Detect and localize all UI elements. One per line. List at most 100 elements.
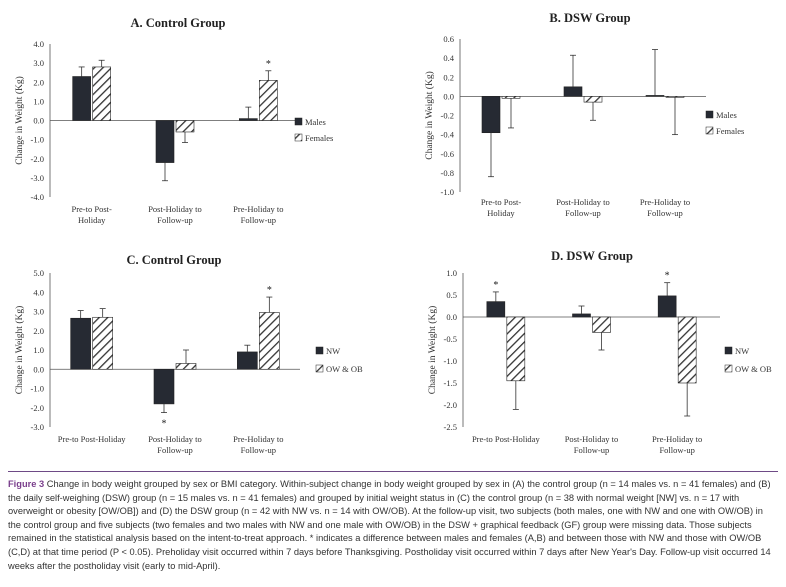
category-label: Follow-up xyxy=(157,215,192,225)
y-tick-label: 2.0 xyxy=(33,77,44,87)
y-tick-label: -2.0 xyxy=(31,403,44,413)
panel-title: B. DSW Group xyxy=(549,11,630,25)
y-tick-label: -1.0 xyxy=(31,135,44,145)
bar-nw-2 xyxy=(572,313,591,318)
category-label: Holiday xyxy=(487,208,515,218)
category-label: Pre-to Post-Holiday xyxy=(472,434,541,444)
y-tick-label: 4.0 xyxy=(33,39,44,49)
category-label: Post-Holiday to xyxy=(556,197,610,207)
y-tick-label: -2.5 xyxy=(444,422,457,432)
legend-swatch xyxy=(724,346,733,355)
y-tick-label: -0.6 xyxy=(441,149,454,159)
category-label: Pre-to Post- xyxy=(481,197,522,207)
y-tick-label: 0.0 xyxy=(443,91,454,101)
legend-label: Males xyxy=(305,117,326,127)
y-tick-label: -1.0 xyxy=(441,187,454,197)
category-label: Follow-up xyxy=(574,445,609,455)
legend-swatch xyxy=(315,364,324,373)
panel-title: A. Control Group xyxy=(130,16,225,30)
bar-females-1 xyxy=(501,96,521,99)
panel-d: D. DSW Group 1.0 0.5 0.0 -0.5 -1.0 -1.5 -2.0 -2.… xyxy=(427,249,772,455)
y-tick-label: -1.0 xyxy=(31,384,44,394)
bar-ow-ob-1 xyxy=(92,316,113,370)
legend-swatch xyxy=(705,126,714,135)
bar-males-3 xyxy=(645,95,665,97)
y-axis-label: Change in Weight (Kg) xyxy=(14,76,25,165)
y-tick-label: -0.2 xyxy=(441,111,454,121)
y-axis-label: Change in Weight (Kg) xyxy=(427,306,438,395)
significance-marker: * xyxy=(665,271,670,282)
panel-b: B. DSW Group 0.6 0.4 0.2 0.0 -0.2 -0.4 -0.6 -0.8… xyxy=(424,11,744,218)
y-tick-label: 0.4 xyxy=(443,53,454,63)
significance-marker: * xyxy=(162,419,167,430)
caption-divider xyxy=(8,471,778,472)
panel-title: D. DSW Group xyxy=(551,249,633,263)
y-tick-label: 0.5 xyxy=(446,290,457,300)
bar-females-3 xyxy=(259,80,278,121)
category-label: Pre-Holiday to xyxy=(652,434,702,444)
category-label: Post-Holiday to xyxy=(148,204,202,214)
bar-females-2 xyxy=(583,96,603,103)
category-label: Pre-Holiday to xyxy=(233,204,283,214)
legend-swatch xyxy=(705,110,714,119)
legend-swatch xyxy=(724,364,733,373)
bar-nw-1 xyxy=(70,317,91,370)
bar-nw-2 xyxy=(153,368,175,405)
legend-swatch xyxy=(315,346,324,355)
significance-marker: * xyxy=(266,59,271,70)
category-label: Pre-Holiday to xyxy=(640,197,690,207)
bar-nw-3 xyxy=(657,295,677,318)
significance-marker: * xyxy=(493,280,498,291)
category-label: Holiday xyxy=(78,215,106,225)
figure-caption: Figure 3 Change in body weight grouped b… xyxy=(8,478,778,573)
bar-males-1 xyxy=(72,76,91,121)
bar-females-3 xyxy=(665,96,685,98)
category-label: Pre-to Post- xyxy=(71,204,112,214)
y-tick-label: -0.8 xyxy=(441,168,454,178)
panel-a: A. Control Group 4.0 3.0 2.0 1.0 0.0 -1.0 -2.0 -… xyxy=(14,16,333,225)
category-label: Post-Holiday to xyxy=(565,434,619,444)
y-tick-label: -3.0 xyxy=(31,173,44,183)
bar-males-2 xyxy=(155,120,175,163)
y-tick-label: 1.0 xyxy=(33,96,44,106)
bar-ow-ob-2 xyxy=(175,363,197,370)
caption-label: Figure 3 xyxy=(8,479,45,489)
y-tick-label: 5.0 xyxy=(33,268,44,278)
y-tick-label: 4.0 xyxy=(33,287,44,297)
bar-ow-ob-1 xyxy=(506,316,526,382)
category-label: Follow-up xyxy=(659,445,694,455)
y-tick-label: 0.0 xyxy=(446,312,457,322)
y-tick-label: -1.0 xyxy=(444,356,457,366)
category-label: Post-Holiday to xyxy=(148,434,202,444)
bar-nw-1 xyxy=(486,301,506,318)
category-label: Follow-up xyxy=(157,445,192,455)
panel-c: C. Control Group 5.0 4.0 3.0 2.0 1.0 0.0 -1.0 -2… xyxy=(14,253,363,455)
bar-males-2 xyxy=(563,86,583,97)
bar-nw-3 xyxy=(237,351,258,370)
legend-label: NW xyxy=(326,346,340,356)
category-label: Pre-to Post-Holiday xyxy=(58,434,127,444)
caption-text: Change in body weight grouped by sex or … xyxy=(8,479,771,571)
y-tick-label: -3.0 xyxy=(31,422,44,432)
bar-females-2 xyxy=(175,120,195,133)
bar-ow-ob-3 xyxy=(677,316,697,384)
y-tick-label: 3.0 xyxy=(33,307,44,317)
y-axis-label: Change in Weight (Kg) xyxy=(14,306,25,395)
y-tick-label: 1.0 xyxy=(33,345,44,355)
category-label: Pre-Holiday to xyxy=(233,434,283,444)
y-tick-label: -2.0 xyxy=(444,400,457,410)
y-tick-label: 1.0 xyxy=(446,268,457,278)
y-tick-label: -2.0 xyxy=(31,154,44,164)
significance-marker: * xyxy=(267,285,272,296)
legend-swatch xyxy=(294,117,303,126)
y-axis-label: Change in Weight (Kg) xyxy=(424,71,435,160)
legend-swatch xyxy=(294,133,303,142)
y-tick-label: -4.0 xyxy=(31,192,44,202)
legend-label: Males xyxy=(716,110,737,120)
bar-ow-ob-3 xyxy=(259,312,280,370)
category-label: Follow-up xyxy=(647,208,682,218)
legend-label: OW & OB xyxy=(735,364,772,374)
bar-males-1 xyxy=(481,96,501,134)
category-label: Follow-up xyxy=(241,445,276,455)
legend-label: Females xyxy=(305,133,333,143)
